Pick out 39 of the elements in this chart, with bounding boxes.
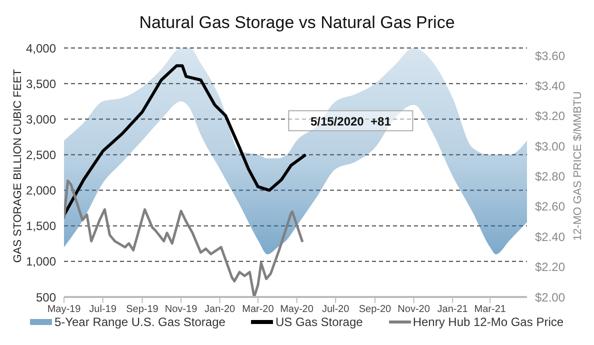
x-tick-label: Nov-19 xyxy=(164,304,198,316)
y-tick-label: 4,000 xyxy=(26,41,56,56)
legend-label: 5-Year Range U.S. Gas Storage xyxy=(54,315,226,329)
x-tick-label: Jan-20 xyxy=(204,304,236,316)
chart-title: Natural Gas Storage vs Natural Gas Price xyxy=(139,13,455,32)
x-tick-label: Sep-19 xyxy=(126,304,159,316)
y-tick-label: 1,000 xyxy=(26,254,56,269)
y2-tick-label: $3.20 xyxy=(535,109,566,124)
y2-tick-label: $3.00 xyxy=(535,139,566,154)
y-tick-label: 2,500 xyxy=(26,148,56,162)
x-tick-label: Jul-19 xyxy=(89,304,117,316)
y2-tick-label: $2.00 xyxy=(535,290,566,304)
y2-tick-label: $3.60 xyxy=(535,48,566,63)
x-tick-label: Mar-21 xyxy=(474,304,506,316)
x-tick-label: Jan-21 xyxy=(437,304,468,316)
y-axis-title: GAS STORAGE BILLION CUBIC FEET xyxy=(12,68,24,263)
y-tick-label: 2,000 xyxy=(26,184,56,198)
line-series xyxy=(64,180,304,297)
callout-box: 5/15/2020 +81 xyxy=(288,110,414,132)
y-tick-label: 1,500 xyxy=(26,219,56,234)
legend-label: US Gas Storage xyxy=(275,315,363,329)
y2-axis-title: 12-MO GAS PRICE $/MMBTU xyxy=(572,91,584,241)
x-tick-label: May-19 xyxy=(47,304,82,316)
legend-label: Henry Hub 12-Mo Gas Price xyxy=(412,315,564,329)
line-series xyxy=(64,64,308,217)
x-tick-label: May-20 xyxy=(280,304,314,316)
y2-tick-label: $3.40 xyxy=(535,78,566,93)
x-tick-label: Jul-20 xyxy=(322,304,350,316)
y2-tick-label: $2.60 xyxy=(535,200,566,214)
x-tick-label: Sep-20 xyxy=(358,304,392,316)
y-tick-label: 3,000 xyxy=(26,112,56,126)
y2-tick-label: $2.20 xyxy=(535,260,566,274)
x-tick-label: Nov-20 xyxy=(398,304,430,316)
y2-tick-label: $2.80 xyxy=(535,170,566,184)
x-tick-label: Mar-20 xyxy=(242,304,274,316)
y-tick-label: 500 xyxy=(36,290,56,304)
y-tick-label: 3,500 xyxy=(26,76,56,91)
annotation: 5/15/2020 +81 xyxy=(310,114,392,129)
y2-tick-label: $2.40 xyxy=(535,230,566,244)
